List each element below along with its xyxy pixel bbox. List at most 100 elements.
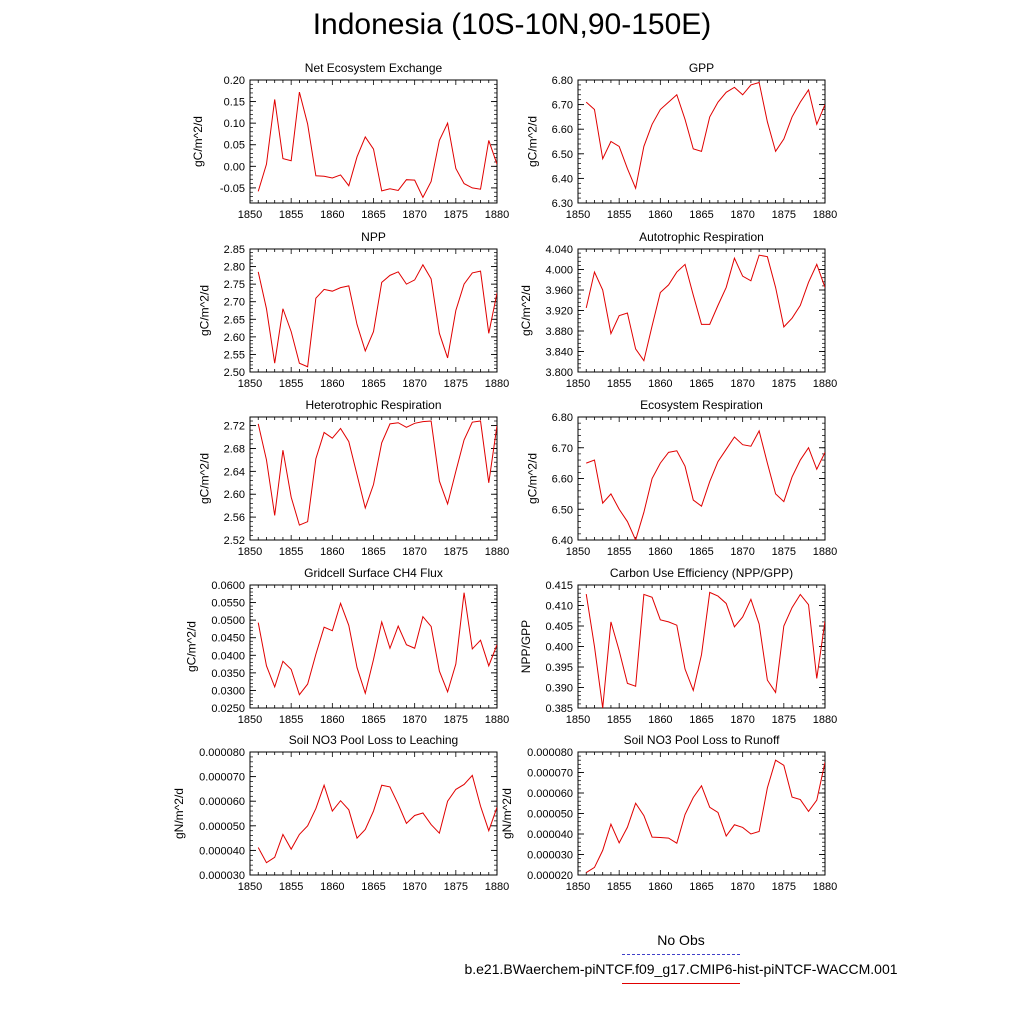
y-tick-label: 2.80 <box>224 262 245 274</box>
x-tick-label: 1855 <box>607 881 631 893</box>
x-tick-label: 1875 <box>772 714 796 726</box>
plot-frame <box>249 416 498 541</box>
x-tick-label: 1875 <box>444 714 468 726</box>
panel-8: 1850 1855 1860 1865 1870 1875 1880 0.385 0.390 0.… <box>519 566 837 726</box>
x-tick-label: 1880 <box>485 378 509 390</box>
y-tick-label: 0.000030 <box>199 870 245 882</box>
plot-frame <box>249 248 498 373</box>
y-tick-label: 2.60 <box>224 332 245 344</box>
plot-frame <box>577 79 826 204</box>
y-tick-label: 6.40 <box>552 535 573 547</box>
y-tick-label: 2.75 <box>224 279 245 291</box>
panel-title: Heterotrophic Respiration <box>305 398 441 412</box>
x-tick-label: 1865 <box>689 209 713 221</box>
x-tick-label: 1875 <box>444 546 468 558</box>
x-tick-label: 1880 <box>813 714 837 726</box>
x-tick-label: 1880 <box>813 881 837 893</box>
x-tick-label: 1880 <box>485 209 509 221</box>
plot-frame <box>249 79 498 204</box>
y-tick-label: 0.000060 <box>527 788 573 800</box>
y-tick-label: 0.410 <box>545 601 573 613</box>
y-tick-label: 6.80 <box>552 412 573 424</box>
y-tick-label: 6.80 <box>552 75 573 87</box>
panel-title: Net Ecosystem Exchange <box>305 61 443 75</box>
y-tick-label: 0.000070 <box>527 768 573 780</box>
x-tick-label: 1850 <box>566 714 590 726</box>
x-tick-label: 1875 <box>772 378 796 390</box>
x-tick-label: 1880 <box>485 714 509 726</box>
x-tick-label: 1865 <box>689 881 713 893</box>
panel-title: Autotrophic Respiration <box>639 230 764 244</box>
x-tick-label: 1860 <box>648 378 672 390</box>
y-tick-label: 6.30 <box>552 198 573 210</box>
panel-4: 1850 1855 1860 1865 1870 1875 1880 3.800 3.840 3.… <box>519 230 837 390</box>
x-tick-label: 1875 <box>444 378 468 390</box>
y-tick-label: 2.60 <box>224 489 245 501</box>
x-tick-label: 1870 <box>730 881 754 893</box>
x-tick-label: 1870 <box>402 714 426 726</box>
series-line <box>257 592 497 696</box>
x-tick-label: 1855 <box>279 209 303 221</box>
x-tick-label: 1865 <box>689 546 713 558</box>
x-tick-label: 1865 <box>689 714 713 726</box>
y-tick-label: 0.00 <box>224 161 245 173</box>
y-tick-label: 2.85 <box>224 244 245 256</box>
y-tick-label: 2.72 <box>224 421 245 433</box>
y-tick-label: 0.0600 <box>211 580 245 592</box>
x-tick-label: 1860 <box>648 881 672 893</box>
panel-title: NPP <box>361 230 386 244</box>
panel-1: 1850 1855 1860 1865 1870 1875 1880 -0.05 0.00 0.0… <box>191 61 509 221</box>
y-axis-label: gN/m^2/d <box>172 788 186 839</box>
x-tick-label: 1850 <box>238 714 262 726</box>
x-tick-label: 1875 <box>772 546 796 558</box>
x-tick-label: 1865 <box>689 378 713 390</box>
y-tick-label: 4.000 <box>545 265 573 277</box>
x-tick-label: 1880 <box>485 546 509 558</box>
y-tick-label: 0.0250 <box>211 703 245 715</box>
x-tick-label: 1865 <box>361 378 385 390</box>
y-axis-label: gC/m^2/d <box>525 453 539 504</box>
x-tick-label: 1875 <box>444 209 468 221</box>
y-tick-label: 0.0450 <box>211 633 245 645</box>
panel-title: Ecosystem Respiration <box>640 398 763 412</box>
panel-7: 1850 1855 1860 1865 1870 1875 1880 0.0250 0.0300… <box>185 566 510 726</box>
y-axis-label: gN/m^2/d <box>500 788 514 839</box>
y-tick-label: 6.50 <box>552 504 573 516</box>
y-tick-label: 0.0550 <box>211 598 245 610</box>
x-tick-label: 1850 <box>238 209 262 221</box>
y-tick-label: 0.15 <box>224 97 245 109</box>
y-tick-label: 6.50 <box>552 149 573 161</box>
y-tick-label: 6.70 <box>552 443 573 455</box>
y-tick-label: 3.960 <box>545 285 573 297</box>
series-line <box>585 759 825 873</box>
series-line <box>257 91 497 199</box>
y-tick-label: 4.040 <box>545 244 573 256</box>
y-tick-label: 0.0500 <box>211 615 245 627</box>
x-tick-label: 1860 <box>320 209 344 221</box>
x-tick-label: 1855 <box>279 714 303 726</box>
y-tick-label: 6.60 <box>552 474 573 486</box>
panel-title: Soil NO3 Pool Loss to Leaching <box>289 733 458 747</box>
panel-10: 1850 1855 1860 1865 1870 1875 1880 0.000020 0.00… <box>500 733 837 893</box>
y-tick-label: 6.60 <box>552 124 573 136</box>
y-tick-label: 0.400 <box>545 642 573 654</box>
panel-6: 1850 1855 1860 1865 1870 1875 1880 6.40 6.50 6.60… <box>525 398 837 558</box>
y-tick-label: 0.385 <box>545 703 573 715</box>
panel-title: Gridcell Surface CH4 Flux <box>304 566 443 580</box>
y-tick-label: 0.0300 <box>211 685 245 697</box>
x-tick-label: 1870 <box>730 378 754 390</box>
x-tick-label: 1870 <box>730 546 754 558</box>
y-tick-label: 3.920 <box>545 306 573 318</box>
y-tick-label: 0.000050 <box>199 821 245 833</box>
plot-frame <box>249 751 498 876</box>
y-axis-label: gC/m^2/d <box>525 116 539 167</box>
y-tick-label: 0.390 <box>545 683 573 695</box>
x-tick-label: 1855 <box>279 546 303 558</box>
y-tick-label: 0.20 <box>224 75 245 87</box>
x-tick-label: 1850 <box>238 546 262 558</box>
y-tick-label: 0.000020 <box>527 870 573 882</box>
panel-title: Soil NO3 Pool Loss to Runoff <box>624 733 781 747</box>
y-axis-label: gC/m^2/d <box>197 285 211 336</box>
y-tick-label: 0.405 <box>545 621 573 633</box>
